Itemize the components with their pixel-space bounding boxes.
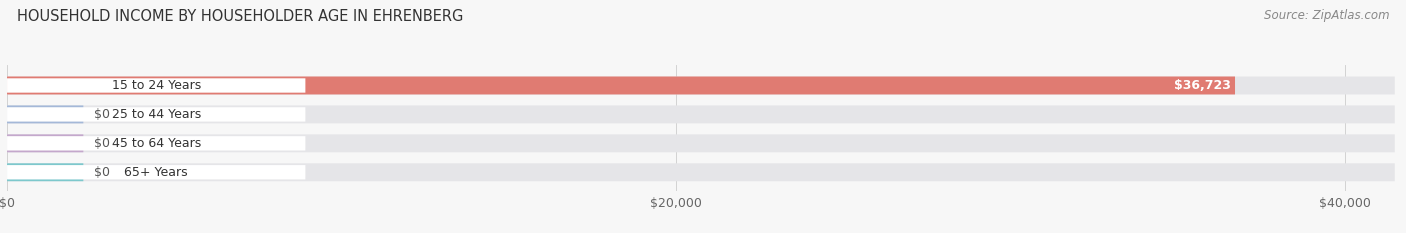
Text: 25 to 44 Years: 25 to 44 Years	[111, 108, 201, 121]
Text: $0: $0	[94, 166, 111, 179]
Text: Source: ZipAtlas.com: Source: ZipAtlas.com	[1264, 9, 1389, 22]
FancyBboxPatch shape	[7, 136, 305, 151]
FancyBboxPatch shape	[7, 134, 1395, 152]
FancyBboxPatch shape	[7, 106, 83, 123]
Text: $0: $0	[94, 108, 111, 121]
Text: 15 to 24 Years: 15 to 24 Years	[111, 79, 201, 92]
Text: 65+ Years: 65+ Years	[124, 166, 188, 179]
FancyBboxPatch shape	[7, 163, 1395, 181]
FancyBboxPatch shape	[7, 76, 1234, 94]
Text: $0: $0	[94, 137, 111, 150]
Text: HOUSEHOLD INCOME BY HOUSEHOLDER AGE IN EHRENBERG: HOUSEHOLD INCOME BY HOUSEHOLDER AGE IN E…	[17, 9, 463, 24]
FancyBboxPatch shape	[7, 106, 1395, 123]
FancyBboxPatch shape	[7, 107, 305, 122]
FancyBboxPatch shape	[7, 165, 305, 179]
FancyBboxPatch shape	[7, 163, 83, 181]
Text: $36,723: $36,723	[1174, 79, 1230, 92]
FancyBboxPatch shape	[7, 134, 83, 152]
FancyBboxPatch shape	[7, 78, 305, 93]
Text: 45 to 64 Years: 45 to 64 Years	[111, 137, 201, 150]
FancyBboxPatch shape	[7, 76, 1395, 94]
